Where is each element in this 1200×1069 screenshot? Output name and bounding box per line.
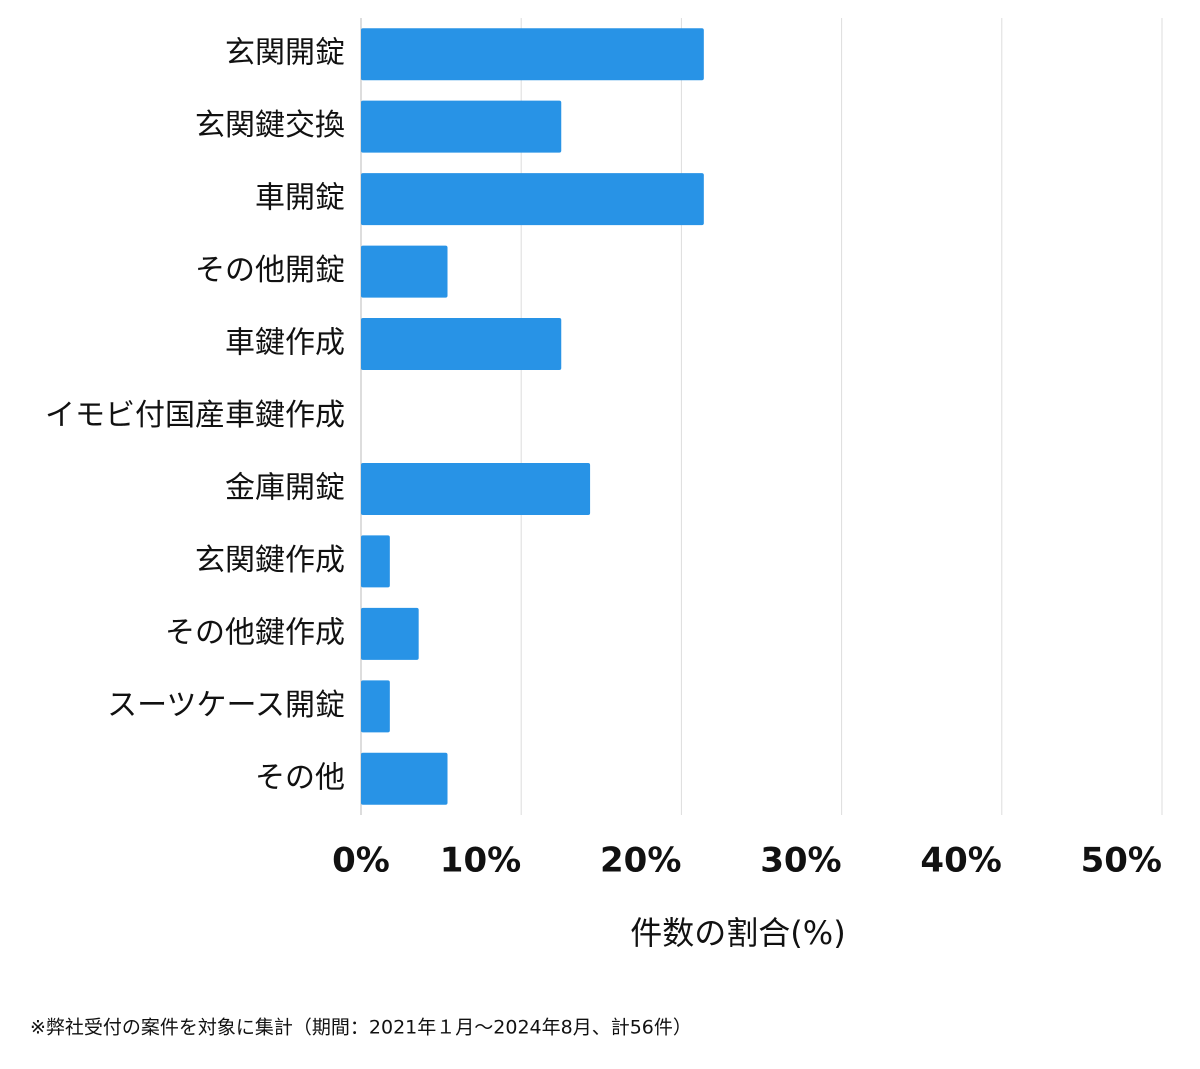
bar <box>361 245 448 298</box>
y-tick-label: 車鍵作成 <box>225 326 345 361</box>
bar <box>361 100 562 153</box>
y-tick-label: 金庫開錠 <box>225 470 345 505</box>
y-tick-label: スーツケース開錠 <box>107 688 345 723</box>
bar <box>361 462 591 515</box>
bar <box>361 173 704 226</box>
y-tick-label: その他鍵作成 <box>165 615 345 650</box>
bar <box>361 607 419 660</box>
x-tick-label: 0% <box>332 841 390 881</box>
bar <box>361 28 704 81</box>
y-tick-label: 車開錠 <box>255 181 345 216</box>
y-tick-label: その他 <box>255 760 345 795</box>
bar <box>361 680 390 733</box>
y-tick-label: その他開錠 <box>195 253 345 288</box>
y-tick-label: 玄関鍵作成 <box>195 543 345 578</box>
x-tick-label: 40% <box>920 841 1001 881</box>
x-tick-label: 30% <box>760 841 841 881</box>
x-tick-label: 20% <box>600 841 681 881</box>
y-tick-label: 玄関鍵交換 <box>195 108 345 143</box>
x-axis-title: 件数の割合(%) <box>630 914 845 952</box>
bar <box>361 535 390 588</box>
y-tick-label: 玄関開錠 <box>225 36 345 71</box>
bar <box>361 752 448 805</box>
footnote: ※弊社受付の案件を対象に集計（期間：2021年１月〜2024年8月、計56件） <box>30 1017 692 1039</box>
y-tick-label: イモビ付国産車鍵作成 <box>45 398 345 433</box>
bar <box>361 318 562 371</box>
x-tick-label: 50% <box>1081 841 1162 881</box>
x-tick-label: 10% <box>440 841 521 881</box>
